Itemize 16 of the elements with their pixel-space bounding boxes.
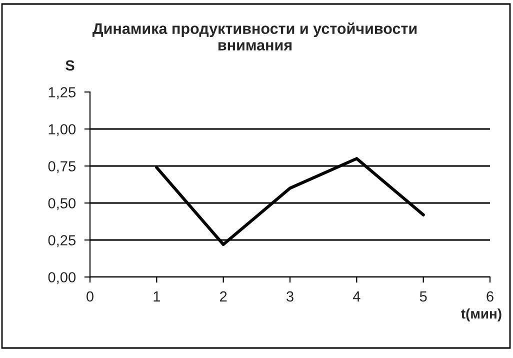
chart-title: Динамика продуктивности и устойчивости внимания [92,22,417,50]
x-tick-label: 6 [486,291,494,302]
x-tick-label: 0 [86,291,94,302]
y-tick-label: 1,25 [48,87,76,100]
x-tick-label: 1 [154,291,160,302]
y-tick-label: 0,25 [48,235,76,248]
x-axis-title: t(мин) [461,308,502,322]
y-tick-label: 0,00 [48,272,76,284]
y-tick-label: 0,75 [48,161,76,174]
x-tick-label: 3 [286,291,294,302]
x-tick-label: 5 [420,291,427,302]
y-tick-label: 1,00 [48,124,76,136]
x-tick-label: 4 [352,291,360,302]
x-tick-label: 2 [220,291,227,302]
y-axis-title: S [66,60,74,71]
y-tick-label: 0,50 [48,198,76,210]
